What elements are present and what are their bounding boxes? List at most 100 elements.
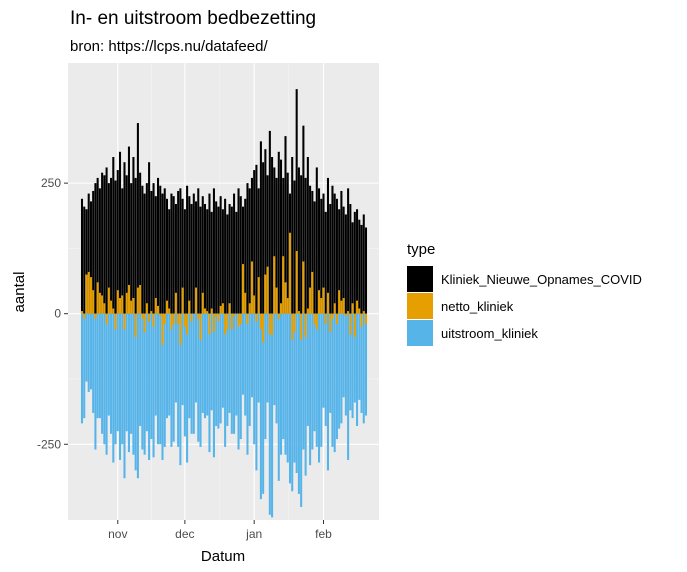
bar-uitstroom — [329, 313, 332, 413]
bar-opnames — [183, 209, 186, 314]
bar-opnames — [302, 125, 305, 314]
bar-netto — [288, 232, 291, 314]
bar-uitstroom — [130, 313, 133, 434]
bar-netto — [94, 313, 97, 319]
bar-opnames — [237, 188, 240, 314]
bar-netto — [224, 313, 227, 335]
bar-opnames — [338, 209, 341, 314]
bar-opnames — [221, 209, 224, 314]
bar-netto — [85, 274, 88, 314]
bar-opnames — [190, 204, 193, 314]
bar-opnames — [112, 157, 115, 314]
bar-opnames — [286, 172, 289, 314]
bar-uitstroom — [291, 313, 294, 492]
bar-uitstroom — [349, 313, 352, 411]
bar-uitstroom — [132, 313, 135, 455]
y-tick-label: 250 — [41, 176, 61, 190]
bar-netto — [277, 313, 280, 319]
bar-netto — [302, 261, 305, 314]
bar-netto — [297, 311, 300, 314]
bar-netto — [306, 308, 309, 314]
bar-opnames — [257, 188, 260, 314]
bar-netto — [87, 271, 90, 314]
bar-uitstroom — [257, 313, 260, 403]
bar-netto — [206, 311, 209, 314]
bar-uitstroom — [342, 313, 345, 398]
bar-opnames — [329, 204, 332, 314]
bar-opnames — [188, 196, 191, 314]
bar-uitstroom — [338, 313, 341, 429]
bar-netto — [89, 277, 92, 314]
bar-opnames — [186, 185, 189, 314]
bar-opnames — [324, 211, 327, 314]
bar-netto — [177, 313, 180, 325]
bar-uitstroom — [172, 313, 175, 442]
bar-netto — [134, 313, 137, 338]
bar-netto — [291, 313, 294, 340]
bar-opnames — [161, 193, 164, 314]
bar-uitstroom — [277, 313, 280, 481]
bar-uitstroom — [107, 313, 110, 416]
bar-uitstroom — [288, 313, 291, 484]
bar-opnames — [80, 198, 84, 314]
bar-opnames — [215, 201, 218, 314]
bar-opnames — [250, 177, 253, 314]
bar-uitstroom — [157, 313, 160, 445]
bar-uitstroom — [282, 313, 285, 440]
bar-netto — [139, 284, 142, 314]
bar-netto — [241, 264, 245, 314]
bar-netto — [342, 298, 345, 314]
bar-opnames — [217, 206, 220, 314]
bar-opnames — [163, 188, 166, 314]
bars-layer — [80, 89, 368, 518]
bar-opnames — [116, 170, 119, 314]
bar-uitstroom — [326, 313, 330, 471]
bar-uitstroom — [116, 313, 119, 432]
bar-opnames — [253, 170, 256, 314]
bar-uitstroom — [219, 313, 222, 424]
bar-netto — [101, 295, 104, 314]
bar-opnames — [177, 190, 180, 314]
bar-opnames — [143, 193, 146, 314]
bar-uitstroom — [85, 313, 88, 382]
bar-netto — [318, 290, 321, 314]
bar-netto — [257, 277, 260, 314]
bar-uitstroom — [80, 313, 84, 424]
bar-netto — [351, 303, 354, 314]
bar-netto — [195, 287, 198, 314]
bar-netto — [190, 313, 193, 322]
bar-netto — [282, 256, 285, 314]
bar-uitstroom — [112, 313, 115, 463]
bar-netto — [130, 300, 133, 314]
bar-uitstroom — [179, 313, 182, 466]
bar-netto — [107, 287, 110, 314]
bar-uitstroom — [362, 313, 365, 424]
bar-netto — [349, 313, 352, 335]
bar-uitstroom — [201, 313, 204, 413]
bar-uitstroom — [148, 313, 151, 460]
bar-opnames — [241, 206, 245, 314]
bar-netto — [253, 295, 256, 314]
bar-opnames — [360, 224, 363, 314]
bar-uitstroom — [304, 313, 307, 476]
bar-uitstroom — [134, 313, 137, 471]
bar-uitstroom — [351, 313, 354, 419]
bar-netto — [186, 313, 189, 335]
chart-subtitle: bron: https://lcps.nu/datafeed/ — [70, 38, 268, 55]
bar-opnames — [226, 214, 229, 314]
bar-opnames — [136, 123, 139, 314]
legend-key-uitstroom — [407, 320, 433, 346]
bar-netto — [80, 311, 84, 314]
bar-opnames — [342, 206, 345, 314]
bar-uitstroom — [244, 313, 247, 416]
y-tick-label: -250 — [37, 437, 61, 451]
bar-uitstroom — [235, 313, 238, 416]
bar-uitstroom — [190, 313, 193, 434]
bar-uitstroom — [96, 313, 99, 419]
bar-opnames — [110, 177, 113, 314]
bar-netto — [326, 292, 330, 314]
bar-uitstroom — [168, 313, 171, 416]
bar-uitstroom — [94, 313, 97, 450]
y-tick-label: 0 — [54, 307, 61, 321]
